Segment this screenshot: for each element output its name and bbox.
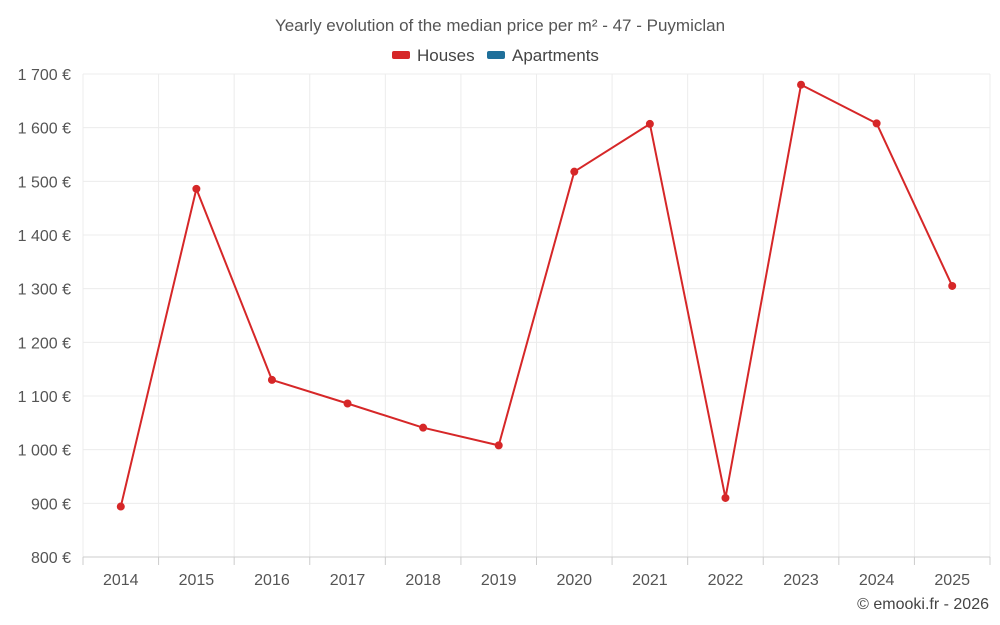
data-point-houses-2023[interactable] bbox=[797, 80, 806, 89]
x-tick-label: 2018 bbox=[405, 572, 441, 589]
y-tick-label: 1 500 € bbox=[18, 174, 71, 191]
x-tick-label: 2024 bbox=[859, 572, 895, 589]
x-tick-label: 2020 bbox=[556, 572, 592, 589]
y-tick-label: 1 400 € bbox=[18, 228, 71, 245]
x-tick-label: 2015 bbox=[179, 572, 215, 589]
x-tick-label: 2014 bbox=[103, 572, 139, 589]
series-line-houses bbox=[119, 83, 954, 507]
data-point-houses-2019[interactable] bbox=[494, 441, 503, 450]
y-tick-label: 1 600 € bbox=[18, 121, 71, 138]
y-tick-label: 800 € bbox=[31, 550, 71, 567]
x-tick-label: 2022 bbox=[708, 572, 744, 589]
legend: Houses Apartments bbox=[392, 46, 599, 65]
x-tick-label: 2023 bbox=[783, 572, 819, 589]
plot-area bbox=[116, 80, 957, 511]
y-tick-label: 1 700 € bbox=[18, 67, 71, 84]
x-tick-label: 2016 bbox=[254, 572, 290, 589]
x-tick-label: 2017 bbox=[330, 572, 366, 589]
legend-item-apartments[interactable]: Apartments bbox=[487, 46, 599, 65]
legend-swatch-apartments bbox=[487, 51, 505, 59]
data-point-houses-2021[interactable] bbox=[645, 119, 654, 128]
data-point-houses-2017[interactable] bbox=[343, 399, 352, 408]
y-tick-label: 1 000 € bbox=[18, 443, 71, 460]
x-tick-label: 2021 bbox=[632, 572, 668, 589]
y-tick-label: 1 300 € bbox=[18, 282, 71, 299]
x-tick-label: 2025 bbox=[934, 572, 970, 589]
x-axis: 2014 2015 2016 2017 2018 2019 2020 2021 2022 2023… bbox=[82, 556, 991, 589]
x-tick-label: 2019 bbox=[481, 572, 517, 589]
y-tick-label: 1 200 € bbox=[18, 335, 71, 352]
data-point-houses-2016[interactable] bbox=[267, 375, 276, 384]
legend-label-houses: Houses bbox=[417, 46, 475, 65]
data-point-houses-2025[interactable] bbox=[948, 281, 957, 290]
y-axis: 800 € 900 € 1 000 € 1 100 € 1 200 € 1 300 € 1 … bbox=[18, 67, 71, 567]
legend-item-houses[interactable]: Houses bbox=[392, 46, 475, 65]
data-point-houses-2022[interactable] bbox=[721, 493, 730, 502]
data-point-houses-2018[interactable] bbox=[419, 423, 428, 432]
y-tick-label: 1 100 € bbox=[18, 389, 71, 406]
chart-title: Yearly evolution of the median price per… bbox=[275, 16, 725, 35]
data-point-houses-2024[interactable] bbox=[872, 119, 881, 128]
data-point-houses-2020[interactable] bbox=[570, 167, 579, 176]
credit-text: © emooki.fr - 2026 bbox=[857, 596, 989, 613]
y-tick-label: 900 € bbox=[31, 496, 71, 513]
data-point-houses-2014[interactable] bbox=[116, 502, 125, 511]
legend-swatch-houses bbox=[392, 51, 410, 59]
data-point-houses-2015[interactable] bbox=[192, 184, 201, 193]
legend-label-apartments: Apartments bbox=[512, 46, 599, 65]
grid bbox=[82, 73, 991, 557]
